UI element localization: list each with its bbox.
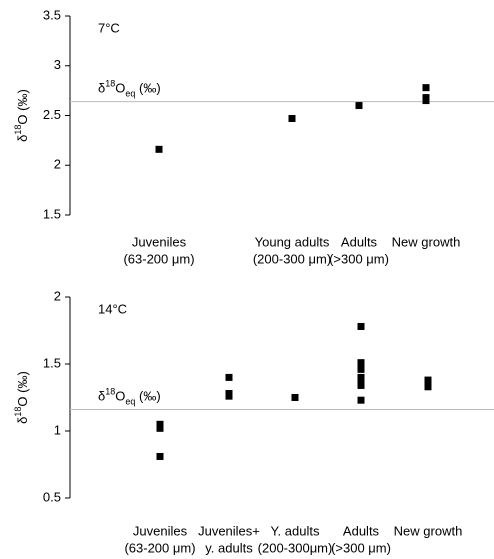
y-axis-label: δ18O (‰) [13,89,30,142]
y-axis-label: δ18O (‰) [13,371,30,424]
x-tick-label: (63-200 μm) [124,540,195,555]
x-tick-label: Juveniles [132,234,187,249]
x-tick-label: Young adults [255,234,330,249]
x-tick-label: (>300 μm) [331,540,391,555]
annotation: 14°C [98,301,127,316]
x-tick-label: (>300 μm) [329,251,389,266]
point [155,145,163,153]
y-tick-label: 1.5 [43,206,61,221]
point [355,102,363,110]
point [357,381,365,389]
point [225,373,233,381]
y-axis-label-part: δ [15,417,30,424]
y-tick-label: 2 [54,157,61,172]
y-tick-label: 1.5 [43,355,61,370]
x-tick-label: y. adults [205,540,253,555]
point [357,373,365,381]
y-axis-label-part: O (‰) [15,89,30,124]
reference-label-part: eq [125,397,135,407]
point [225,392,233,400]
reference-label: δ18Oeq (‰) [98,387,161,407]
reference-label-part: δ [98,81,105,96]
x-tick-label: (200-300 μm) [253,251,331,266]
x-tick-label: (63-200 μm) [123,251,194,266]
x-tick-label: Juveniles [133,523,188,538]
reference-label-part: O [115,389,125,404]
reference-label-part: O [115,81,125,96]
y-tick-label: 2 [54,288,61,303]
reference-label-part: 18 [105,387,115,397]
point [156,420,164,428]
y-axis-label-part: δ [15,135,30,142]
annotation: 7°C [98,20,120,35]
point [424,383,432,391]
y-axis-label-part: O (‰) [15,371,30,406]
reference-label-part: (‰) [135,389,160,404]
y-tick-label: 1 [54,422,61,437]
reference-label: δ18Oeq (‰) [98,79,161,99]
point [422,97,430,105]
x-tick-label: Juveniles+ [198,523,260,538]
reference-label-part: δ [98,389,105,404]
x-tick-label: New growth [392,234,461,249]
point [357,365,365,373]
x-tick-label: Y. adults [271,523,320,538]
y-tick-label: 3 [54,57,61,72]
y-tick-label: 2.5 [43,107,61,122]
point [288,114,296,122]
point [357,322,365,330]
reference-label-part: eq [125,89,135,99]
x-tick-label: Adults [343,523,380,538]
point [357,359,365,367]
x-tick-label: (200-300μm) [258,540,333,555]
reference-label-part: (‰) [135,81,160,96]
point [422,84,430,92]
point [156,424,164,432]
x-tick-label: Adults [341,234,378,249]
reference-label-part: 18 [105,79,115,89]
point [357,377,365,385]
point [424,376,432,384]
y-tick-label: 0.5 [43,489,61,504]
y-axis-label-part: 18 [13,125,23,135]
point [357,396,365,404]
y-tick-label: 3.5 [43,7,61,22]
point [156,452,164,460]
y-axis-label-part: 18 [13,407,23,417]
x-tick-label: New growth [394,523,463,538]
point [291,394,299,401]
